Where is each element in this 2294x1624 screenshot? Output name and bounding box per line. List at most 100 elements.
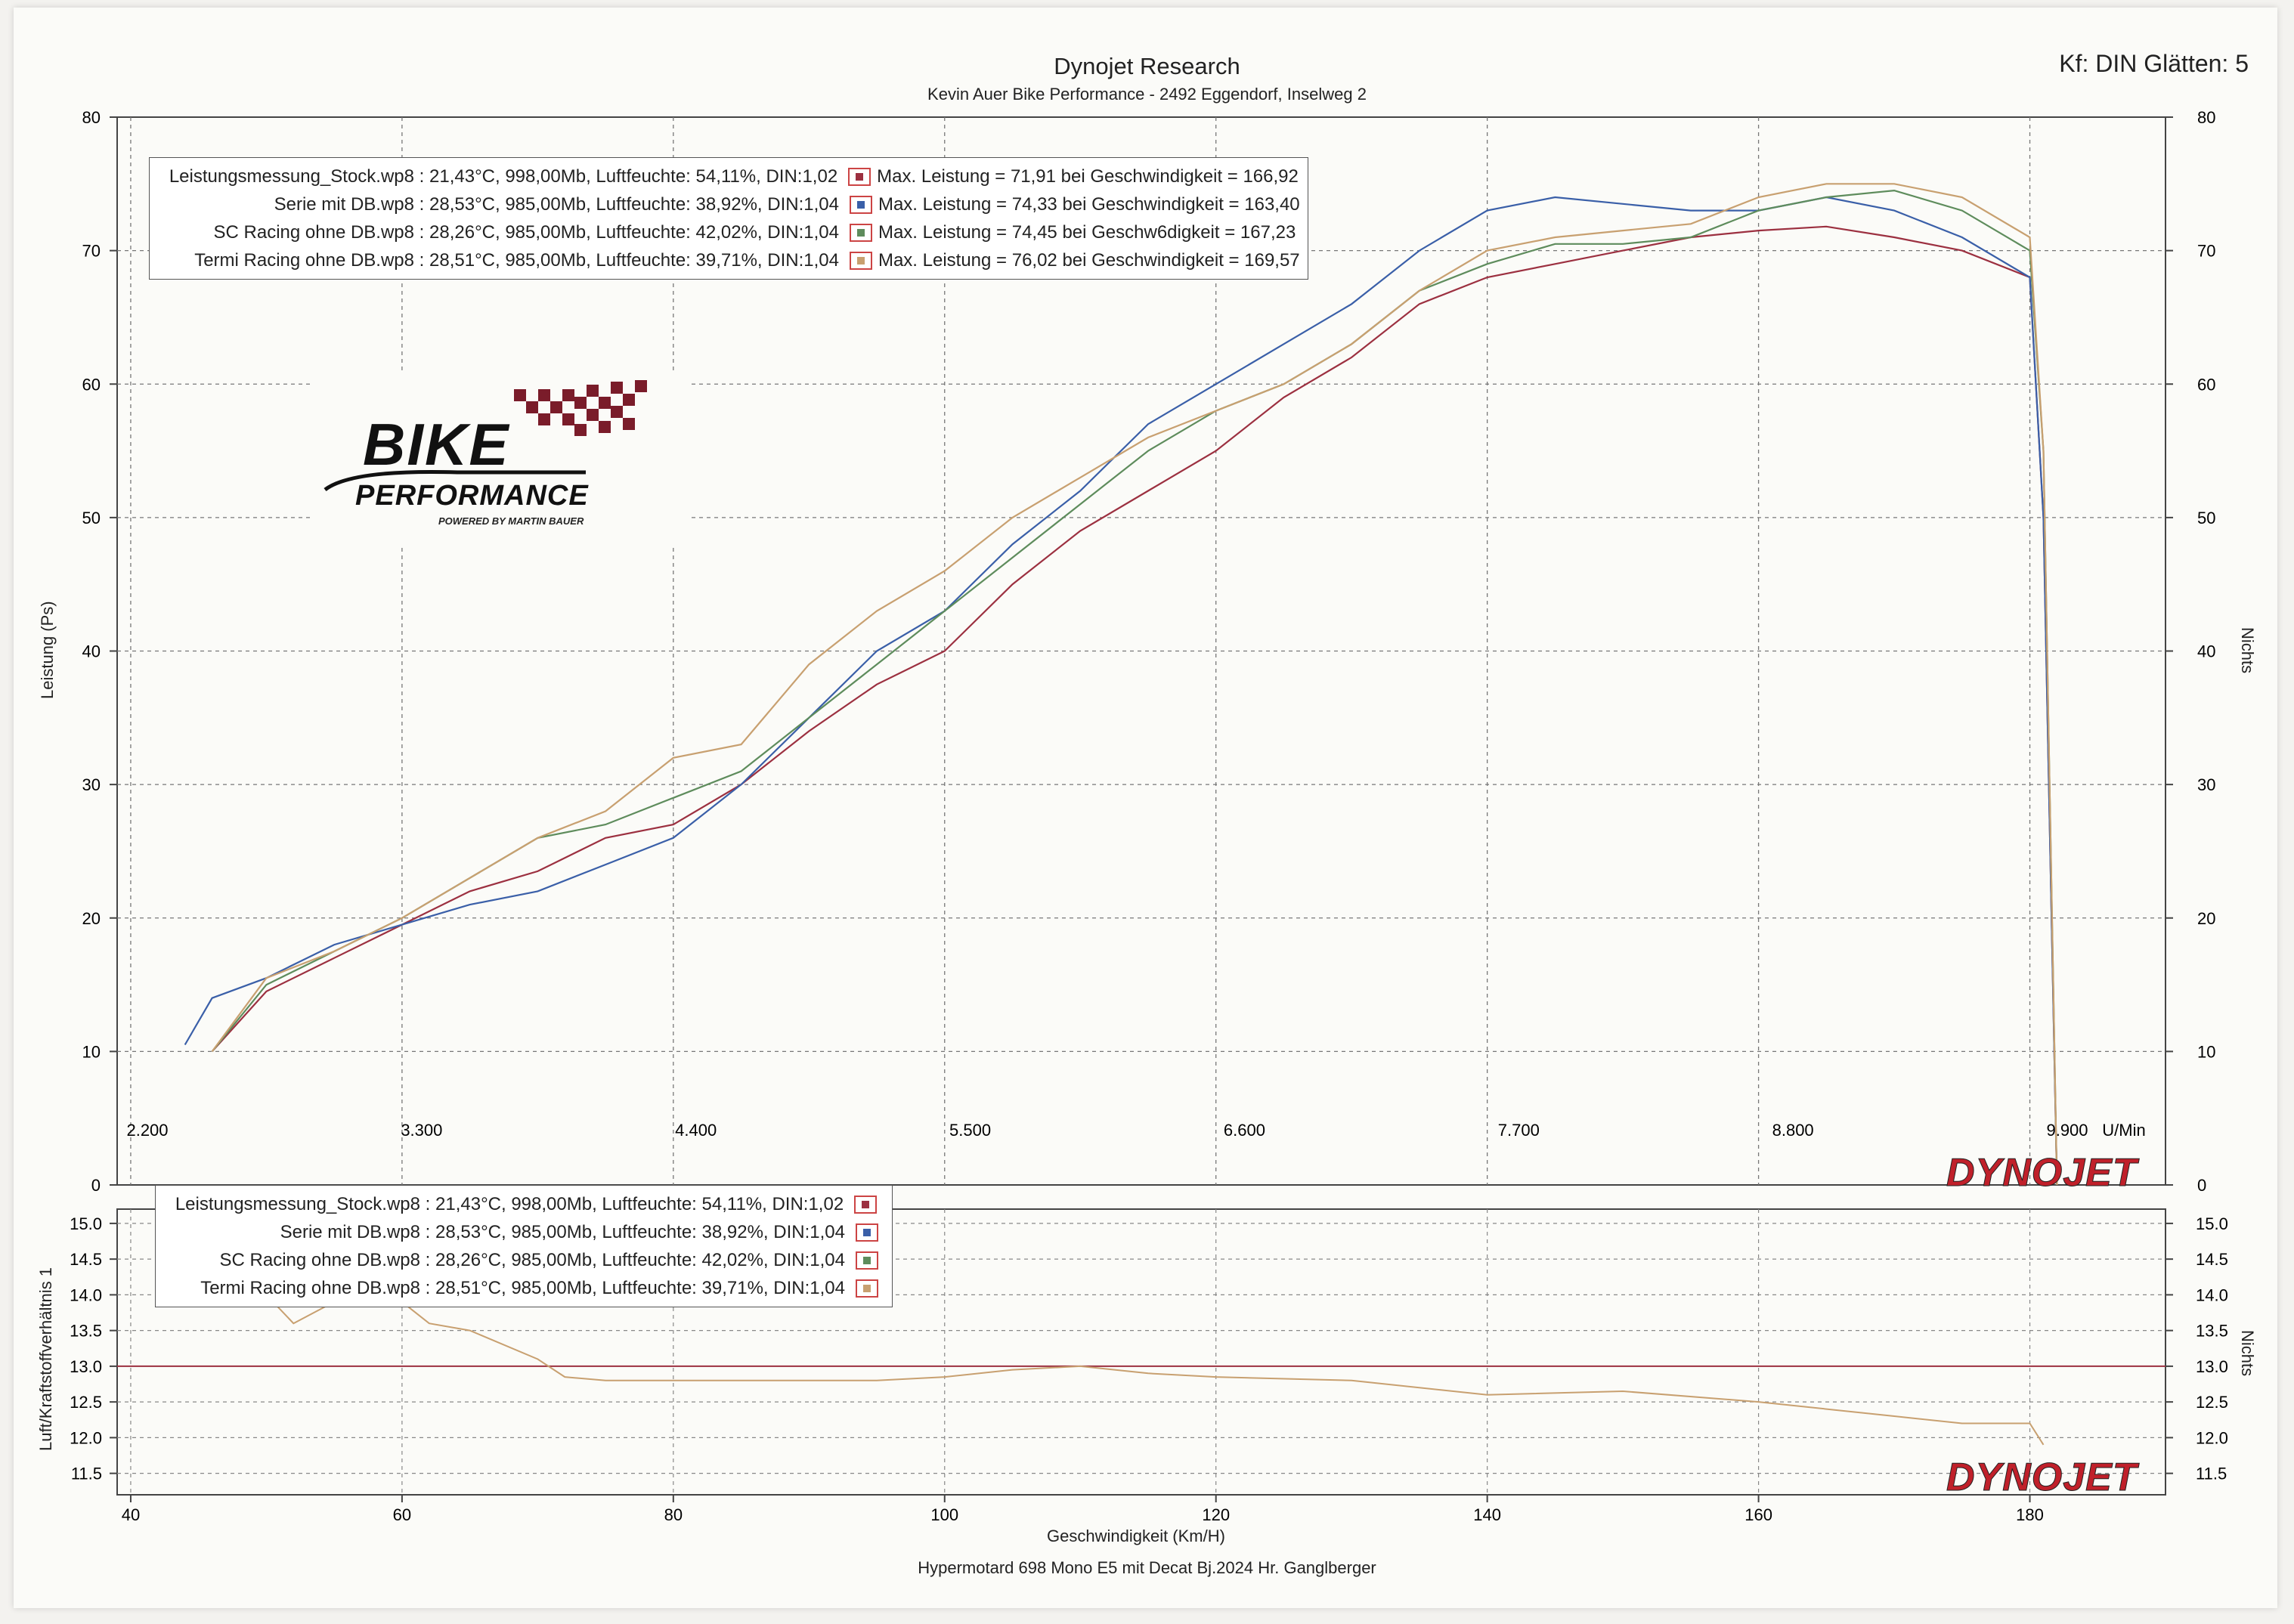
legend-info: : 21,43°C, 998,00Mb, Luftfeuchte: 54,11%… (425, 1194, 844, 1214)
legend-info: : 21,43°C, 998,00Mb, Luftfeuchte: 54,11%… (419, 166, 838, 187)
afr-y-tick-label: 12.5 (70, 1393, 102, 1412)
legend-row: SC Racing ohne DB.wp8 : 28,26°C, 985,00M… (163, 1246, 884, 1274)
power-y-tick-label: 60 (82, 375, 101, 394)
legend-row: Leistungsmessung_Stock.wp8 : 21,43°C, 99… (157, 162, 1300, 190)
legend-file: Leistungsmessung_Stock.wp8 (169, 166, 414, 187)
logo-performance-text: PERFORMANCE (355, 480, 589, 512)
rpm-tick-label: 6.600 (1224, 1121, 1265, 1140)
power-y2-tick-label: 70 (2197, 242, 2215, 261)
legend-info: : 28,26°C, 985,00Mb, Luftfeuchte: 42,02%… (419, 222, 839, 243)
power-series-line (184, 196, 2058, 1186)
legend-file: SC Racing ohne DB.wp8 (219, 1250, 420, 1270)
speed-x-axis-label: Geschwindigkeit (Km/H) (1047, 1527, 1225, 1545)
afr-y-tick-label: 15.0 (70, 1214, 102, 1233)
rpm-tick-label: 4.400 (675, 1121, 717, 1140)
power-y2-tick-label: 60 (2197, 375, 2215, 394)
afr-y-tick-label: 13.0 (70, 1357, 102, 1376)
legend-swatch-icon (855, 1223, 878, 1242)
legend-swatch-icon (855, 1279, 878, 1298)
speed-x-tick-label: 80 (664, 1505, 683, 1524)
legend-swatch-icon (848, 167, 871, 186)
legend-swatch-icon (849, 223, 872, 242)
power-y-axis-label: Leistung (Ps) (38, 601, 57, 699)
legend-file: SC Racing ohne DB.wp8 (213, 222, 414, 243)
power-series-line (211, 225, 2058, 1186)
power-y2-tick-label: 80 (2197, 108, 2215, 127)
afr-y2-tick-label: 12.5 (2196, 1393, 2228, 1412)
afr-y-tick-label: 14.5 (70, 1250, 102, 1269)
afr-legend: Leistungsmessung_Stock.wp8 : 21,43°C, 99… (155, 1185, 893, 1307)
afr-y2-axis-label: Nichts (2238, 1330, 2257, 1377)
bike-performance-logo: BIKE PERFORMANCE POWERED BY MARTIN BAUER (314, 374, 692, 548)
afr-series (117, 1294, 2166, 1446)
power-legend: Leistungsmessung_Stock.wp8 : 21,43°C, 99… (149, 157, 1308, 280)
logo-powered-text: POWERED BY MARTIN BAUER (438, 515, 584, 527)
power-grid: 0 10 20 30 40 50 60 70 80 0 10 20 30 40 50 60 70 80 2.200 3… (82, 108, 2216, 1195)
power-y2-tick-label: 20 (2197, 909, 2215, 928)
legend-file: Serie mit DB.wp8 (280, 1222, 420, 1242)
speed-x-tick-label: 100 (930, 1505, 958, 1524)
rpm-tick-label: 8.800 (1772, 1121, 1814, 1140)
power-y-tick-label: 0 (91, 1176, 101, 1195)
legend-info: : 28,53°C, 985,00Mb, Luftfeuchte: 38,92%… (425, 1222, 845, 1242)
afr-y2-tick-label: 13.5 (2196, 1322, 2228, 1341)
power-y2-tick-label: 40 (2197, 642, 2215, 661)
legend-max: Max. Leistung = 76,02 bei Geschwindigkei… (878, 250, 1300, 271)
legend-info: : 28,51°C, 985,00Mb, Luftfeuchte: 39,71%… (425, 1278, 845, 1298)
power-y-tick-label: 80 (82, 108, 101, 127)
rpm-tick-label: 3.300 (401, 1121, 442, 1140)
legend-swatch-icon (849, 251, 872, 270)
afr-y2-tick-label: 12.0 (2196, 1428, 2228, 1447)
afr-y2-tick-label: 15.0 (2196, 1214, 2228, 1233)
power-y-tick-label: 70 (82, 242, 101, 261)
footer-text: Hypermotard 698 Mono E5 mit Decat Bj.202… (918, 1558, 1376, 1577)
legend-swatch-icon (849, 195, 872, 214)
logo-bike-text: BIKE (363, 411, 510, 478)
smoothing-label: Kf: DIN Glätten: 5 (2059, 50, 2249, 77)
afr-y2-tick-label: 14.0 (2196, 1285, 2228, 1304)
legend-info: : 28,26°C, 985,00Mb, Luftfeuchte: 42,02%… (425, 1250, 845, 1270)
afr-y2-tick-label: 11.5 (2196, 1465, 2227, 1483)
power-y2-axis-label: Nichts (2238, 627, 2257, 674)
legend-info: : 28,53°C, 985,00Mb, Luftfeuchte: 38,92%… (419, 194, 839, 215)
chart-subtitle: Kevin Auer Bike Performance - 2492 Eggen… (927, 85, 1367, 104)
legend-file: Termi Racing ohne DB.wp8 (200, 1278, 420, 1298)
afr-plot-frame (116, 1208, 2166, 1496)
legend-row: Termi Racing ohne DB.wp8 : 28,51°C, 985,… (163, 1274, 884, 1302)
power-y2-tick-label: 50 (2197, 509, 2215, 527)
power-y-tick-label: 50 (82, 509, 101, 527)
legend-swatch-icon (854, 1195, 878, 1214)
afr-y-tick-label: 14.0 (70, 1285, 102, 1304)
legend-info: : 28,51°C, 985,00Mb, Luftfeuchte: 39,71%… (419, 250, 839, 271)
legend-max: Max. Leistung = 74,33 bei Geschwindigkei… (878, 194, 1300, 215)
afr-y-axis-label: Luft/Kraftstoffverhältnis 1 (36, 1267, 55, 1451)
chart-title: Dynojet Research (1054, 53, 1240, 79)
power-series-line (211, 183, 2058, 1186)
legend-row: Termi Racing ohne DB.wp8 : 28,51°C, 985,… (157, 246, 1300, 274)
power-y2-tick-label: 10 (2197, 1042, 2215, 1061)
power-y2-tick-label: 0 (2197, 1176, 2206, 1195)
afr-y2-tick-label: 14.5 (2196, 1250, 2228, 1269)
power-y2-tick-label: 30 (2197, 775, 2215, 794)
afr-y-tick-label: 13.5 (70, 1322, 102, 1341)
afr-series-line (265, 1294, 2045, 1446)
power-y-tick-label: 10 (82, 1042, 101, 1061)
afr-y2-tick-label: 13.0 (2196, 1357, 2228, 1376)
rpm-tick-label: 2.200 (126, 1121, 168, 1140)
speed-x-tick-label: 140 (1473, 1505, 1501, 1524)
dynojet-logo-bottom: DYNOJET (1946, 1455, 2138, 1500)
afr-y-tick-label: 12.0 (70, 1428, 102, 1447)
rpm-tick-label: 7.700 (1498, 1121, 1540, 1140)
legend-row: Serie mit DB.wp8 : 28,53°C, 985,00Mb, Lu… (157, 190, 1300, 218)
legend-file: Termi Racing ohne DB.wp8 (194, 250, 414, 271)
rpm-tick-label: 9.900 (2046, 1121, 2088, 1140)
speed-x-tick-label: 40 (122, 1505, 140, 1524)
legend-max: Max. Leistung = 74,45 bei Geschw6digkeit… (878, 222, 1296, 243)
afr-y-tick-label: 11.5 (71, 1465, 102, 1483)
checkered-flag-icon (514, 380, 647, 436)
dynojet-logo-top: DYNOJET (1946, 1151, 2138, 1196)
legend-swatch-icon (855, 1251, 878, 1270)
legend-max: Max. Leistung = 71,91 bei Geschwindigkei… (877, 166, 1299, 187)
speed-x-tick-label: 120 (1202, 1505, 1230, 1524)
